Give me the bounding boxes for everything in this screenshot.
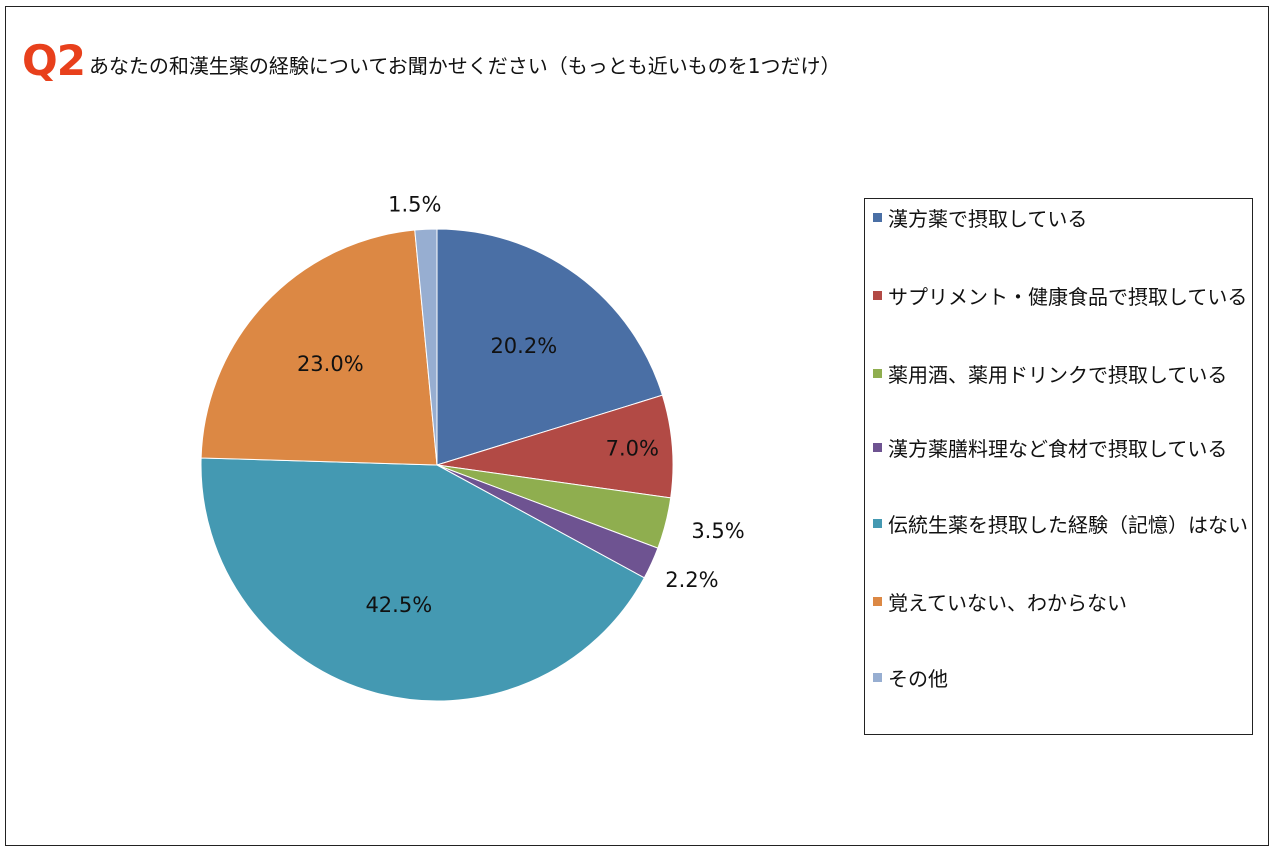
legend-label: 覚えていない、わからない	[888, 591, 1127, 615]
legend-label: 伝統生薬を摂取した経験（記憶）はない	[888, 513, 1248, 537]
legend-item: 漢方薬膳料理など食材で摂取している	[873, 433, 1248, 466]
data-label: 42.5%	[365, 593, 432, 617]
pie-slice	[200, 229, 438, 466]
data-label: 7.0%	[606, 436, 659, 460]
legend-item: その他	[873, 663, 1248, 696]
legend-item: 覚えていない、わからない	[873, 587, 1248, 620]
legend-label: 漢方薬膳料理など食材で摂取している	[888, 437, 1228, 461]
legend-label: サプリメント・健康食品で摂取している	[888, 285, 1248, 309]
legend-item: サプリメント・健康食品で摂取している	[873, 281, 1248, 314]
data-label: 1.5%	[388, 193, 441, 217]
legend-label: その他	[888, 667, 948, 691]
legend-swatch	[873, 443, 882, 452]
chart-title: Q2 あなたの和漢生薬の経験についてお聞かせください（もっとも近いものを1つだけ…	[22, 32, 840, 82]
legend-swatch	[873, 519, 882, 528]
legend-item: 薬用酒、薬用ドリンクで摂取している	[873, 359, 1248, 392]
data-label: 2.2%	[665, 568, 718, 592]
pie-slice	[414, 228, 438, 466]
data-label: 23.0%	[297, 352, 364, 376]
legend-label: 漢方薬で摂取している	[888, 207, 1088, 231]
legend-swatch	[873, 673, 882, 682]
legend-swatch	[873, 291, 882, 300]
legend-swatch	[873, 597, 882, 606]
legend-label: 薬用酒、薬用ドリンクで摂取している	[888, 363, 1228, 387]
legend-swatch	[873, 213, 882, 222]
legend: 漢方薬で摂取しているサプリメント・健康食品で摂取している 薬用酒、薬用ドリンクで摂…	[864, 198, 1253, 735]
pie-slice	[436, 228, 664, 466]
data-label: 20.2%	[490, 334, 557, 358]
data-label: 3.5%	[691, 519, 744, 543]
pie-slice	[436, 394, 674, 499]
legend-swatch	[873, 369, 882, 378]
question-text: あなたの和漢生薬の経験についてお聞かせください（もっとも近いものを1つだけ）	[88, 54, 841, 78]
legend-item: 伝統生薬を摂取した経験（記憶）はない	[873, 509, 1248, 542]
question-number: Q2	[22, 36, 86, 85]
pie-slice	[200, 457, 645, 702]
legend-item: 漢方薬で摂取している	[873, 203, 1248, 236]
